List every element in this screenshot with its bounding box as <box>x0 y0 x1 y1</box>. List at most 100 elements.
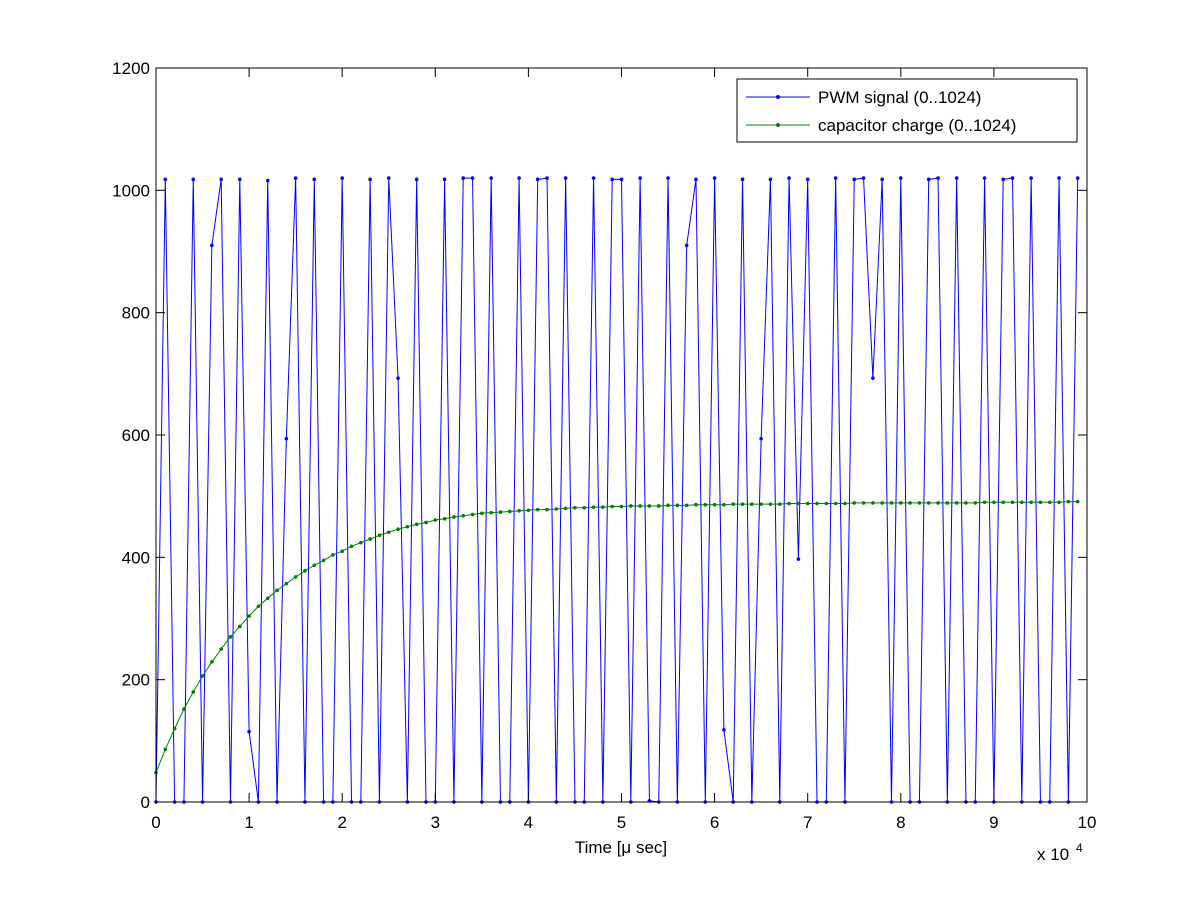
data-point-capacitor <box>926 501 931 505</box>
data-point-pwm <box>1057 176 1061 180</box>
data-point-capacitor <box>787 501 791 506</box>
data-point-pwm <box>954 176 959 180</box>
data-point-pwm <box>852 177 857 182</box>
data-point-pwm <box>871 376 875 380</box>
data-point-capacitor <box>973 501 978 505</box>
data-point-pwm <box>563 176 568 180</box>
data-point-capacitor <box>275 588 279 593</box>
data-point-pwm <box>265 178 270 183</box>
data-point-pwm <box>368 177 372 182</box>
data-point-pwm <box>610 177 614 182</box>
data-point-pwm <box>926 177 931 182</box>
data-point-capacitor <box>722 502 726 507</box>
data-point-capacitor <box>824 501 829 506</box>
data-point-pwm <box>694 177 698 182</box>
data-point-pwm <box>163 177 168 182</box>
data-point-pwm <box>219 177 223 182</box>
data-point-pwm <box>293 176 298 180</box>
data-point-capacitor <box>992 500 996 505</box>
data-point-pwm <box>768 177 773 182</box>
data-point-pwm <box>936 176 940 180</box>
data-point-capacitor <box>359 540 363 545</box>
data-point-pwm <box>414 177 419 182</box>
data-point-pwm <box>591 176 596 180</box>
x-tick-label: 10 <box>1078 813 1097 832</box>
data-point-capacitor <box>480 511 484 516</box>
data-point-pwm <box>619 177 624 182</box>
series-layer <box>154 176 1080 804</box>
data-point-capacitor <box>954 501 959 505</box>
data-point-capacitor <box>591 505 596 509</box>
data-point-capacitor <box>340 549 345 554</box>
data-point-capacitor <box>331 553 335 557</box>
data-point-capacitor <box>805 501 810 506</box>
data-point-capacitor <box>1020 500 1024 505</box>
data-point-capacitor <box>703 502 708 507</box>
data-point-capacitor <box>750 502 754 506</box>
data-point-capacitor <box>684 503 689 508</box>
data-point-pwm <box>833 176 838 180</box>
x-axis-label: Time [μ sec] <box>575 838 667 857</box>
data-point-capacitor <box>843 501 847 506</box>
data-point-pwm <box>759 436 763 441</box>
data-point-pwm <box>638 176 642 180</box>
data-point-capacitor <box>312 563 317 568</box>
data-point-capacitor <box>917 501 922 505</box>
data-point-capacitor <box>498 510 503 514</box>
legend-capacitor-marker <box>776 123 780 127</box>
data-point-capacitor <box>368 537 372 541</box>
data-point-capacitor <box>731 502 736 506</box>
data-point-capacitor <box>768 502 773 506</box>
data-point-capacitor <box>219 647 223 651</box>
data-point-capacitor <box>656 504 661 508</box>
plot-frame <box>155 67 1088 803</box>
data-point-capacitor <box>1038 500 1043 505</box>
data-point-pwm <box>247 729 251 734</box>
data-point-capacitor <box>284 581 289 586</box>
data-point-capacitor <box>433 518 438 522</box>
data-point-capacitor <box>303 568 307 573</box>
legend-box <box>736 78 1078 143</box>
data-point-pwm <box>284 436 289 441</box>
data-point-capacitor <box>666 503 670 508</box>
x-tick-label: 5 <box>617 813 626 832</box>
data-point-capacitor <box>377 533 382 538</box>
data-point-pwm <box>1010 176 1015 180</box>
y-tick-label: 400 <box>122 548 150 567</box>
x-tick-label: 7 <box>803 813 812 832</box>
y-tick-label: 200 <box>122 671 150 690</box>
data-point-capacitor <box>573 505 577 510</box>
data-point-pwm <box>210 243 214 248</box>
data-point-capacitor <box>163 747 168 752</box>
data-point-capacitor <box>601 505 605 509</box>
data-point-capacitor <box>619 504 624 509</box>
data-point-capacitor <box>554 507 559 511</box>
data-point-capacitor <box>172 726 177 731</box>
legend: PWM signal (0..1024) capacitor charge (0… <box>736 78 1078 143</box>
data-point-capacitor <box>582 505 587 510</box>
data-point-capacitor <box>647 504 652 508</box>
data-point-capacitor <box>889 501 894 505</box>
data-point-capacitor <box>675 503 680 508</box>
data-point-capacitor <box>247 614 251 618</box>
x-tick-label: 1 <box>244 813 253 832</box>
data-point-capacitor <box>833 501 838 506</box>
data-point-capacitor <box>1029 500 1033 505</box>
data-point-capacitor <box>880 501 884 505</box>
data-point-capacitor <box>777 502 782 506</box>
y-tick-label: 1200 <box>112 59 150 78</box>
data-point-capacitor <box>210 660 214 664</box>
data-point-pwm <box>787 176 791 180</box>
data-point-capacitor <box>740 502 745 506</box>
data-point-capacitor <box>545 507 549 512</box>
data-point-capacitor <box>638 504 642 508</box>
data-point-pwm <box>1075 176 1080 180</box>
data-point-pwm <box>796 557 801 561</box>
data-point-capacitor <box>265 596 270 601</box>
ticks-layer: 0 1 2 3 4 5 6 7 8 9 10 0 200 400 600 800 1000 1200 <box>112 59 1096 832</box>
data-point-capacitor <box>610 504 614 509</box>
data-point-pwm <box>386 176 391 180</box>
data-point-capacitor <box>386 530 391 535</box>
data-point-capacitor <box>1057 500 1061 505</box>
